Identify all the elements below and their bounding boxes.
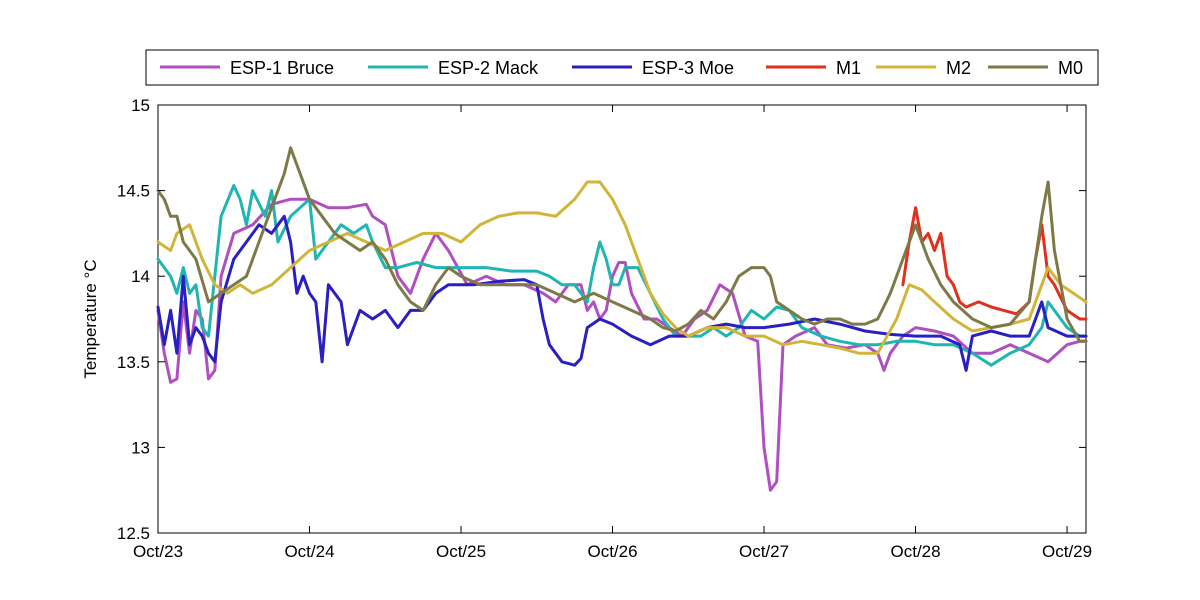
series-line-esp-1-bruce — [156, 197, 1088, 492]
y-tick-label: 15 — [131, 96, 150, 115]
legend-label: M2 — [946, 58, 971, 78]
plot-area — [157, 104, 1087, 534]
series-line-esp-3-moe — [156, 214, 1088, 372]
x-tick-label: Oct/25 — [436, 542, 486, 561]
series-line-m0 — [156, 146, 1088, 343]
legend-label: ESP-1 Bruce — [230, 58, 334, 78]
legend-items: ESP-1 Bruce ESP-2 Mack ESP-3 Moe M1 M2 M0 — [160, 58, 1083, 78]
legend-label: M0 — [1058, 58, 1083, 78]
legend-label: M1 — [836, 58, 861, 78]
ticks-group: 12.5 13 13.5 14 14.5 15 Oct/23 Oct/24 Oct/25 Oct/… — [117, 96, 1092, 561]
y-tick-label: 14 — [131, 267, 150, 286]
legend-label: ESP-2 Mack — [438, 58, 539, 78]
x-tick-label: Oct/23 — [133, 542, 183, 561]
legend: ESP-1 Bruce ESP-2 Mack ESP-3 Moe M1 M2 M0 — [145, 49, 1099, 86]
series-line-m1 — [901, 206, 1088, 321]
x-tick-label: Oct/24 — [284, 542, 334, 561]
x-tick-label: Oct/28 — [891, 542, 941, 561]
y-axis-label: Temperature °C — [81, 259, 100, 378]
legend-label: ESP-3 Moe — [642, 58, 734, 78]
series-group — [156, 146, 1088, 492]
series-line-m2 — [156, 180, 1088, 355]
y-tick-label: 13 — [131, 438, 150, 457]
x-tick-label: Oct/27 — [739, 542, 789, 561]
y-tick-label: 12.5 — [117, 524, 150, 543]
x-tick-label: Oct/29 — [1042, 542, 1092, 561]
y-tick-label: 14.5 — [117, 182, 150, 201]
x-tick-label: Oct/26 — [587, 542, 637, 561]
series-line-esp-2-mack — [156, 184, 1088, 367]
y-tick-label: 13.5 — [117, 353, 150, 372]
